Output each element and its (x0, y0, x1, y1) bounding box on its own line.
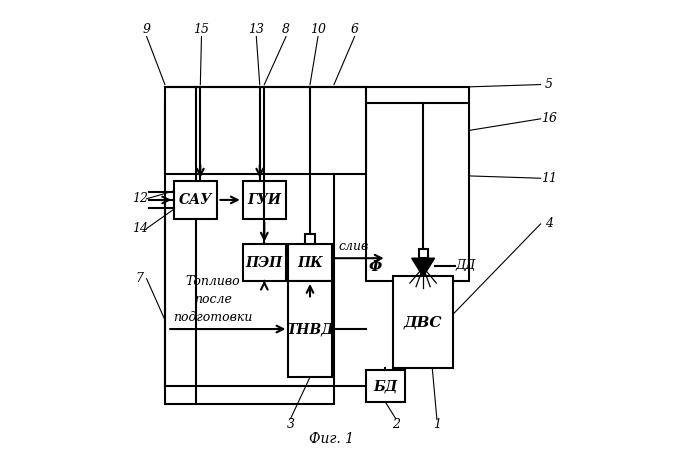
Text: ТНВД: ТНВД (286, 322, 334, 336)
Text: подготовки: подготовки (173, 311, 253, 324)
Text: ПЭП: ПЭП (246, 256, 283, 270)
Bar (419, 249, 428, 258)
Bar (288, 244, 332, 281)
Text: САУ: САУ (179, 193, 213, 207)
Text: слив: слив (339, 240, 369, 253)
Text: Фиг. 1: Фиг. 1 (309, 432, 354, 446)
Text: 9: 9 (143, 23, 150, 36)
Text: Топливо: Топливо (186, 275, 240, 287)
Text: Φ: Φ (369, 260, 382, 274)
Text: ГУИ: ГУИ (247, 193, 281, 207)
Bar (165, 103, 334, 404)
Text: 5: 5 (545, 78, 553, 91)
Bar (366, 370, 405, 402)
Polygon shape (412, 258, 435, 276)
Text: 3: 3 (286, 418, 295, 430)
Bar (243, 181, 286, 219)
Text: 8: 8 (282, 23, 290, 36)
Text: 15: 15 (193, 23, 209, 36)
Bar (366, 103, 469, 281)
Text: 16: 16 (541, 112, 556, 125)
Bar (165, 87, 366, 174)
Text: 14: 14 (132, 222, 148, 235)
Text: 2: 2 (392, 418, 400, 430)
Text: 13: 13 (248, 23, 265, 36)
Text: 7: 7 (136, 272, 144, 285)
Text: ПК: ПК (297, 256, 323, 270)
Text: 4: 4 (545, 218, 553, 230)
Bar (243, 244, 286, 281)
Text: 6: 6 (351, 23, 358, 36)
Bar (305, 234, 315, 244)
Text: после: после (194, 293, 232, 306)
Text: 10: 10 (310, 23, 326, 36)
Bar (393, 276, 453, 368)
Text: 12: 12 (132, 192, 148, 205)
Text: 11: 11 (541, 172, 556, 185)
Text: БД: БД (373, 379, 398, 393)
Bar (174, 181, 218, 219)
Text: ДВС: ДВС (404, 315, 442, 329)
Text: ДД: ДД (455, 259, 475, 272)
Text: 1: 1 (433, 418, 441, 430)
Bar (288, 281, 332, 377)
